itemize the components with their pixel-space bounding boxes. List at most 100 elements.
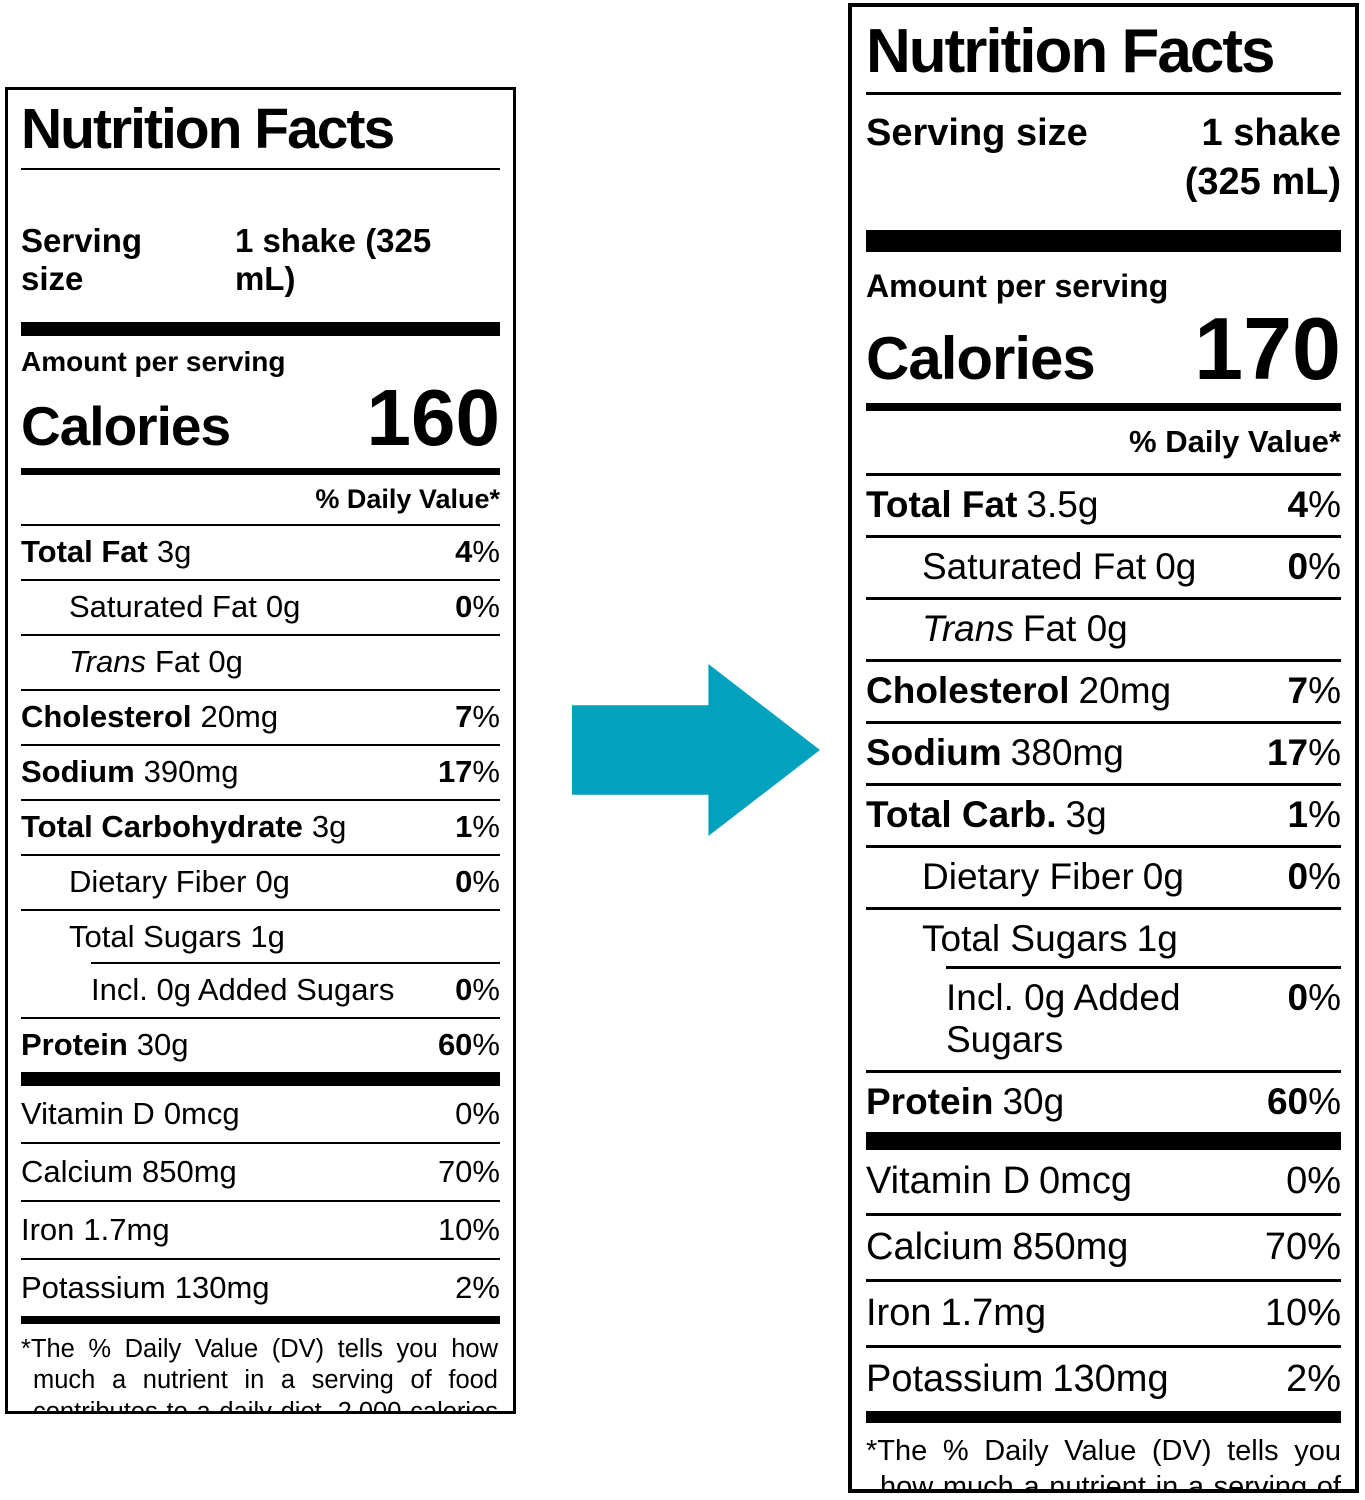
micronutrient-row-calcium: Calcium 850mg 70% bbox=[21, 1144, 500, 1202]
percent-sign: % bbox=[472, 1269, 500, 1305]
nutrient-percent: 60% bbox=[1267, 1081, 1341, 1123]
nutrient-percent: 0% bbox=[455, 972, 500, 1008]
nutrient-percent: 17% bbox=[438, 754, 500, 790]
nutrient-percent: 2% bbox=[1286, 1357, 1341, 1401]
nutrient-name: Saturated Fat bbox=[69, 588, 257, 624]
calories-value: 160 bbox=[366, 372, 500, 462]
percent-number: 0 bbox=[455, 588, 473, 624]
nutrient-name: Incl. 0g Added Sugars bbox=[946, 977, 1181, 1061]
separator-bar bbox=[21, 1071, 500, 1086]
serving-size-label: Serving size bbox=[866, 112, 1088, 155]
nutrient-percent: 4% bbox=[455, 534, 500, 570]
percent-number: 70 bbox=[437, 1153, 473, 1189]
nutrient-amount: 0g bbox=[265, 588, 301, 624]
nutrient-row-cholesterol: Cholesterol 20mg 7% bbox=[866, 662, 1341, 725]
nutrient-percent: 1% bbox=[455, 809, 500, 845]
nutrient-amount: 3g bbox=[156, 533, 192, 569]
arrow-right-icon bbox=[572, 664, 820, 836]
nutrient-percent: 0% bbox=[455, 1096, 500, 1132]
nutrient-row-cholesterol: Cholesterol 20mg 7% bbox=[21, 691, 500, 746]
serving-size-value-line2: (325 mL) bbox=[1184, 160, 1341, 203]
nutrient-amount: 0g bbox=[255, 863, 290, 899]
percent-number: 0 bbox=[455, 863, 473, 899]
micronutrient-row-calcium: Calcium 850mg 70% bbox=[866, 1216, 1341, 1283]
nutrient-row-total-fat: Total Fat 3g 4% bbox=[21, 526, 500, 581]
amount-per-serving-label: Amount per serving bbox=[866, 268, 1169, 305]
nutrient-row-total-carb: Total Carb. 3g 1% bbox=[866, 786, 1341, 849]
nutrient-name: Total Carbohydrate bbox=[21, 808, 303, 844]
percent-sign: % bbox=[472, 808, 500, 844]
nutrient-percent: 10% bbox=[1265, 1291, 1341, 1335]
percent-sign: % bbox=[1308, 670, 1341, 712]
nutrient-amount: 0mcg bbox=[163, 1095, 240, 1131]
nutrient-name: Calcium bbox=[21, 1153, 133, 1189]
percent-sign: % bbox=[1308, 546, 1341, 588]
nutrient-amount: 390mg bbox=[143, 753, 239, 789]
nutrient-amount: 130mg bbox=[1052, 1358, 1169, 1401]
nutrient-name: Potassium bbox=[866, 1358, 1044, 1401]
micronutrient-row-vitamin-d: Vitamin D 0mcg 0% bbox=[866, 1150, 1341, 1217]
nutrient-name: Iron bbox=[21, 1211, 75, 1247]
nutrient-row-saturated-fat: Saturated Fat 0g 0% bbox=[866, 538, 1341, 601]
nutrient-percent: 1% bbox=[1288, 794, 1341, 836]
calories-row: Calories 170 bbox=[866, 305, 1341, 393]
nutrient-amount: 380mg bbox=[1010, 732, 1124, 774]
nutrition-label-before: Nutrition Facts Serving size 1 shake (32… bbox=[5, 87, 516, 1414]
calories-label: Calories bbox=[866, 325, 1096, 393]
nutrient-name: Calcium bbox=[866, 1226, 1004, 1269]
nutrient-name: Trans bbox=[69, 643, 146, 679]
separator-bar bbox=[866, 1132, 1341, 1151]
nutrient-percent: 7% bbox=[455, 699, 500, 735]
percent-number: 60 bbox=[1266, 1081, 1309, 1123]
nutrient-name: Total Fat bbox=[21, 533, 148, 569]
percent-number: 2 bbox=[455, 1269, 473, 1305]
nutrient-amount: 3.5g bbox=[1026, 484, 1099, 526]
percent-number: 10 bbox=[437, 1211, 473, 1247]
nutrient-name: Saturated Fat bbox=[922, 546, 1147, 588]
nutrient-row-trans-fat: Trans Fat 0g bbox=[21, 636, 500, 691]
divider bbox=[21, 167, 500, 170]
percent-sign: % bbox=[472, 753, 500, 789]
percent-number: 17 bbox=[437, 753, 473, 789]
nutrient-percent: 0% bbox=[455, 589, 500, 625]
nutrient-amount: 0g bbox=[1155, 546, 1197, 588]
footnote: *The % Daily Value (DV) tells you how mu… bbox=[21, 1334, 498, 1414]
separator-bar bbox=[866, 230, 1341, 253]
percent-sign: % bbox=[1308, 484, 1341, 526]
micronutrient-row-potassium: Potassium 130mg 2% bbox=[866, 1348, 1341, 1411]
nutrient-name: Protein bbox=[21, 1026, 128, 1062]
percent-sign: % bbox=[1307, 1292, 1341, 1335]
percent-number: 60 bbox=[437, 1026, 473, 1062]
percent-number: 4 bbox=[455, 533, 473, 569]
micronutrient-row-iron: Iron 1.7mg 10% bbox=[21, 1202, 500, 1260]
nutrient-name: Cholesterol bbox=[21, 698, 192, 734]
percent-number: 10 bbox=[1264, 1292, 1308, 1335]
nutrient-name: Incl. 0g Added Sugars bbox=[91, 971, 395, 1007]
nutrient-percent: 0% bbox=[1286, 1159, 1341, 1203]
separator-bar bbox=[866, 403, 1341, 412]
percent-sign: % bbox=[1308, 732, 1341, 774]
percent-sign: % bbox=[472, 863, 500, 899]
percent-sign: % bbox=[472, 1211, 500, 1247]
percent-sign: % bbox=[1308, 1081, 1341, 1123]
divider bbox=[866, 92, 1341, 96]
nutrient-amount: 20mg bbox=[1078, 670, 1172, 712]
nutrient-percent: 70% bbox=[438, 1154, 500, 1190]
nutrient-name: Potassium bbox=[21, 1269, 166, 1305]
nutrient-name: Vitamin D bbox=[866, 1160, 1031, 1203]
percent-number: 1 bbox=[455, 808, 473, 844]
nutrient-percent: 70% bbox=[1265, 1225, 1341, 1269]
nutrient-amount: 3g bbox=[1065, 794, 1107, 836]
calories-row: Calories 160 bbox=[21, 372, 500, 462]
serving-size-value: 1 shake (325 mL) bbox=[1185, 109, 1341, 206]
nutrient-percent: 0% bbox=[455, 864, 500, 900]
percent-number: 0 bbox=[1286, 1160, 1308, 1203]
nutrient-name: Cholesterol bbox=[866, 670, 1070, 712]
nutrient-amount: 850mg bbox=[1012, 1226, 1129, 1269]
nutrient-amount: 3g bbox=[311, 808, 347, 844]
separator-bar bbox=[866, 1411, 1341, 1424]
nutrient-percent: 4% bbox=[1288, 484, 1341, 526]
nutrient-name: Total Sugars bbox=[922, 918, 1128, 960]
nutrient-name: Sodium bbox=[21, 753, 135, 789]
nutrient-amount: 1g bbox=[1136, 918, 1178, 960]
